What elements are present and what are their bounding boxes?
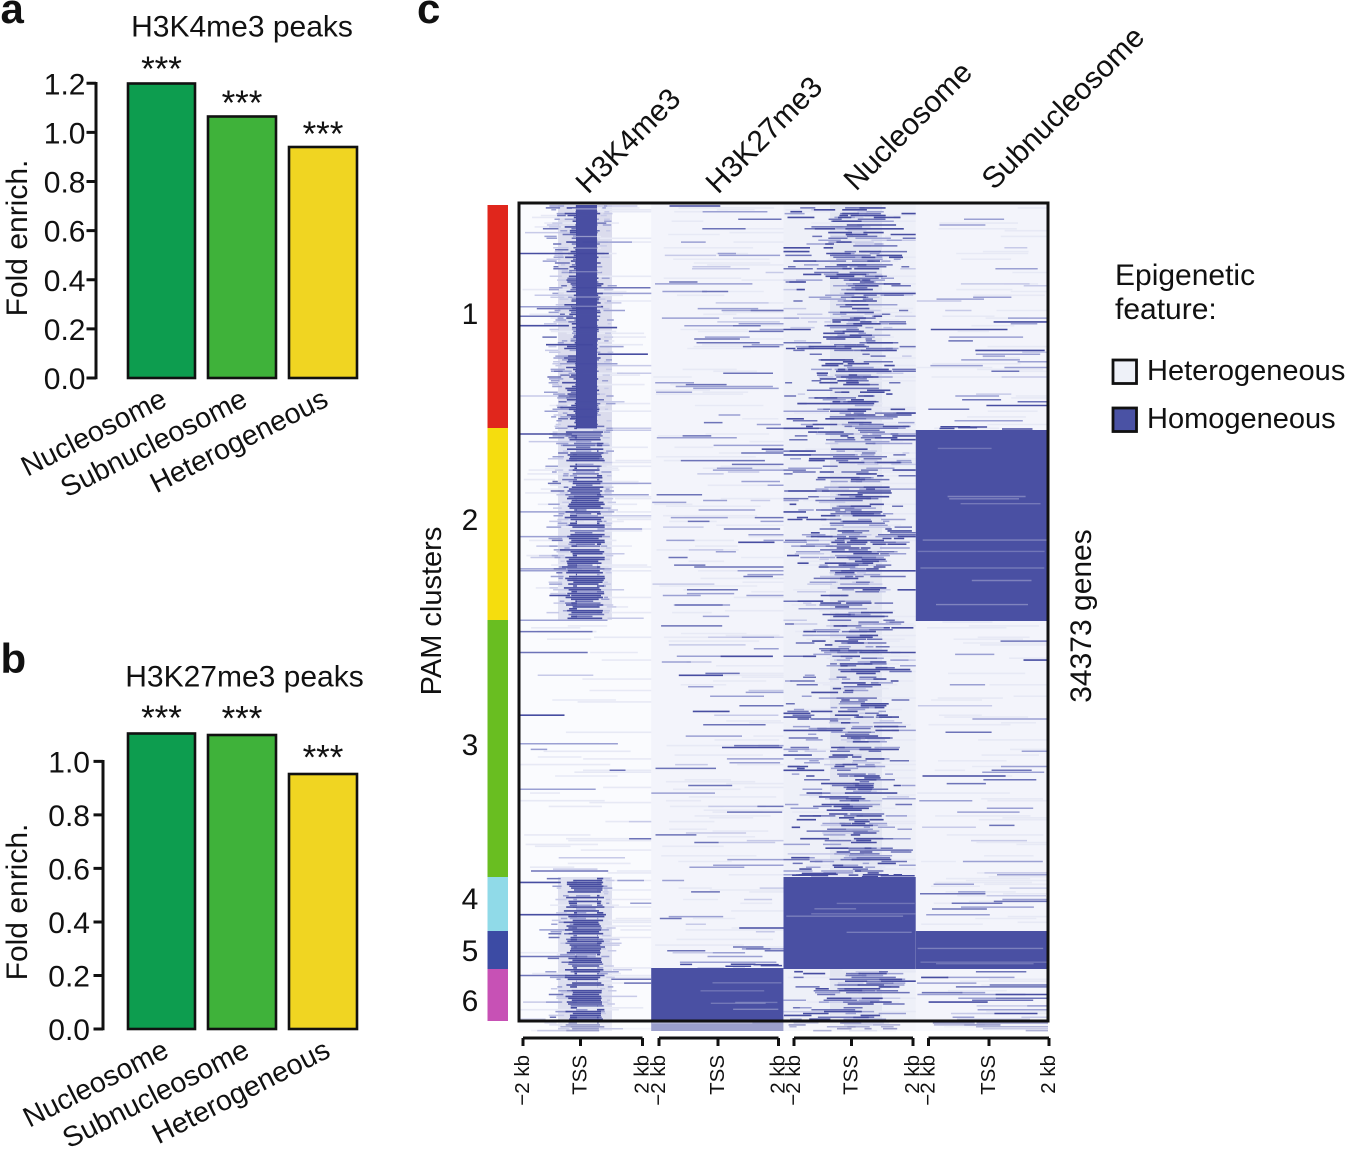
svg-text:0.8: 0.8 xyxy=(48,800,90,833)
svg-text:feature:: feature: xyxy=(1115,293,1217,326)
svg-text:0.4: 0.4 xyxy=(44,265,86,298)
svg-text:2 kb: 2 kb xyxy=(631,1055,654,1094)
svg-text:1.0: 1.0 xyxy=(48,746,90,779)
svg-text:Heterogeneous: Heterogeneous xyxy=(1147,355,1345,387)
svg-text:***: *** xyxy=(141,50,182,89)
svg-text:Epigenetic: Epigenetic xyxy=(1115,259,1255,292)
svg-text:TSS: TSS xyxy=(977,1055,1000,1095)
svg-text:***: *** xyxy=(222,84,263,123)
svg-text:PAM clusters: PAM clusters xyxy=(416,527,448,696)
svg-text:0.8: 0.8 xyxy=(44,167,86,200)
svg-text:b: b xyxy=(1,635,27,682)
svg-text:0.0: 0.0 xyxy=(48,1014,90,1047)
svg-text:34373 genes: 34373 genes xyxy=(1065,529,1098,703)
svg-text:−2 kb: −2 kb xyxy=(917,1055,940,1106)
svg-text:***: *** xyxy=(222,700,263,739)
svg-text:−2 kb: −2 kb xyxy=(647,1055,670,1106)
svg-text:0.2: 0.2 xyxy=(48,961,90,994)
svg-text:0.2: 0.2 xyxy=(44,314,86,347)
svg-text:2: 2 xyxy=(462,504,479,537)
svg-text:***: *** xyxy=(141,699,182,738)
svg-text:H3K4me3 peaks: H3K4me3 peaks xyxy=(131,11,353,44)
svg-text:c: c xyxy=(417,0,440,32)
svg-text:3: 3 xyxy=(462,729,479,762)
svg-text:−2 kb: −2 kb xyxy=(782,1055,805,1106)
svg-text:6: 6 xyxy=(462,985,479,1018)
svg-text:1.2: 1.2 xyxy=(44,68,86,101)
svg-text:0.0: 0.0 xyxy=(44,363,86,396)
svg-text:H3K27me3 peaks: H3K27me3 peaks xyxy=(125,661,363,694)
svg-text:TSS: TSS xyxy=(569,1055,592,1095)
svg-text:Fold enrich.: Fold enrich. xyxy=(1,824,34,981)
svg-text:0.6: 0.6 xyxy=(48,853,90,886)
svg-text:2 kb: 2 kb xyxy=(901,1055,924,1094)
svg-text:2 kb: 2 kb xyxy=(1037,1055,1060,1094)
svg-text:1: 1 xyxy=(462,298,479,331)
svg-text:***: *** xyxy=(303,739,344,778)
svg-text:Fold enrich.: Fold enrich. xyxy=(1,160,34,317)
svg-text:1.0: 1.0 xyxy=(44,117,86,150)
svg-text:TSS: TSS xyxy=(840,1055,863,1095)
svg-text:a: a xyxy=(1,0,25,32)
svg-text:***: *** xyxy=(303,115,344,154)
svg-text:4: 4 xyxy=(462,883,479,916)
svg-text:0.6: 0.6 xyxy=(44,216,86,249)
svg-text:2 kb: 2 kb xyxy=(767,1055,790,1094)
svg-text:5: 5 xyxy=(462,935,479,968)
svg-text:TSS: TSS xyxy=(706,1055,729,1095)
svg-text:−2 kb: −2 kb xyxy=(511,1055,534,1106)
svg-text:Homogeneous: Homogeneous xyxy=(1147,403,1336,435)
svg-text:0.4: 0.4 xyxy=(48,907,90,940)
